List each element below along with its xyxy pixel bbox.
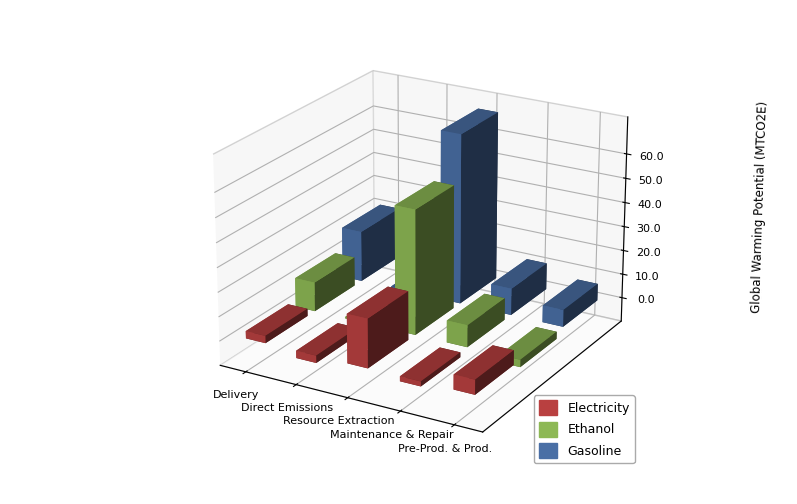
Legend: Electricity, Ethanol, Gasoline: Electricity, Ethanol, Gasoline xyxy=(534,395,634,463)
